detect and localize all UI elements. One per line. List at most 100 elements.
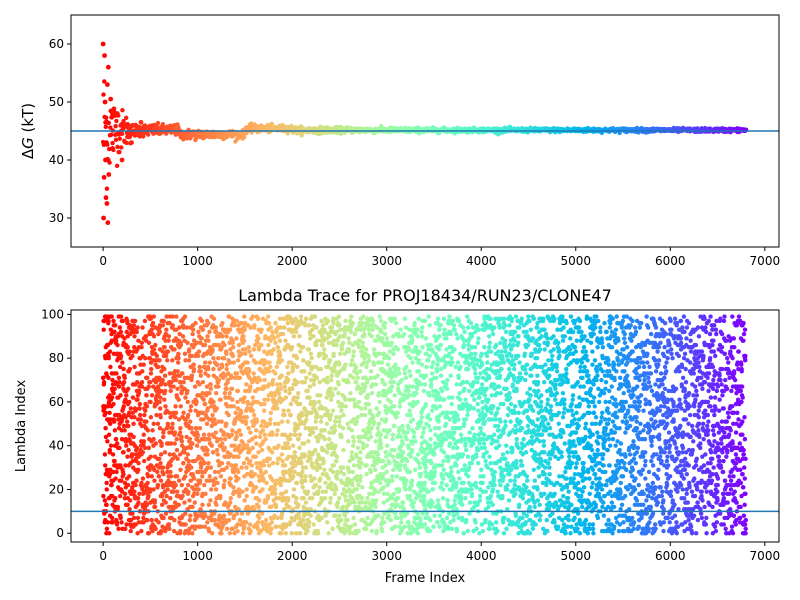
lambda-point: [206, 502, 212, 507]
lambda-point: [290, 366, 296, 372]
lambda-point: [159, 441, 164, 446]
lambda-point: [166, 522, 172, 527]
lambda-point: [210, 347, 215, 352]
lambda-point: [135, 531, 140, 536]
lambda-point: [201, 417, 206, 422]
lambda-point: [368, 375, 374, 381]
lambda-point: [378, 441, 383, 446]
lambda-point: [140, 369, 145, 374]
lambda-point: [332, 491, 338, 497]
lambda-point: [395, 515, 400, 521]
lambda-point: [302, 452, 308, 457]
lambda-point: [352, 500, 357, 505]
lambda-point: [317, 465, 323, 470]
lambda-point: [137, 406, 142, 411]
lambda-point: [243, 347, 248, 352]
lambda-point: [333, 487, 339, 492]
lambda-point: [157, 456, 162, 462]
lambda-point: [127, 349, 132, 354]
lambda-point: [376, 421, 382, 427]
lambda-point: [388, 517, 394, 523]
lambda-point: [222, 342, 227, 348]
lambda-point: [107, 471, 113, 477]
lambda-point: [391, 404, 397, 409]
lambda-point: [374, 498, 379, 503]
lambda-point: [242, 498, 247, 503]
lambda-point: [174, 447, 180, 453]
lambda-point: [303, 316, 309, 321]
lambda-point: [233, 463, 239, 468]
lambda-point: [336, 390, 341, 396]
delta-g-point: [128, 141, 133, 146]
lambda-point: [136, 500, 141, 505]
lambda-point: [191, 366, 197, 372]
lambda-point: [361, 314, 366, 319]
lambda-point: [396, 366, 401, 372]
lambda-point: [176, 502, 182, 507]
lambda-point: [267, 456, 272, 462]
lambda-point: [381, 520, 387, 525]
lambda-point: [203, 491, 208, 497]
lambda-point: [350, 443, 356, 448]
lambda-point: [302, 369, 307, 374]
lambda-point: [322, 436, 327, 442]
lambda-point: [350, 482, 355, 488]
lambda-point: [132, 318, 138, 324]
lambda-point: [148, 371, 154, 376]
lambda-point: [243, 520, 249, 525]
lambda-point: [109, 395, 115, 400]
lambda-point: [330, 408, 336, 413]
lambda-point: [126, 410, 132, 416]
lambda-point: [232, 323, 238, 328]
lambda-point: [235, 388, 241, 394]
lambda-point: [261, 408, 267, 413]
lambda-point: [403, 487, 408, 492]
lambda-point: [103, 463, 108, 468]
lambda-point: [271, 347, 276, 352]
lambda-point: [160, 485, 166, 490]
lambda-point: [255, 386, 261, 391]
lambda-point: [158, 452, 164, 457]
lambda-point: [279, 452, 285, 457]
lambda-point: [125, 345, 131, 350]
lambda-point: [286, 408, 291, 413]
lambda-point: [142, 412, 147, 418]
lambda-point: [200, 327, 205, 332]
lambda-point: [113, 436, 119, 442]
lambda-point: [240, 489, 245, 494]
delta-g-axes-frame: [70, 14, 780, 248]
lambda-point: [385, 491, 390, 497]
lambda-point: [275, 515, 280, 521]
lambda-point: [224, 465, 229, 470]
lambda-point: [152, 478, 157, 483]
lambda-point: [158, 395, 163, 400]
lambda-point: [139, 384, 145, 389]
lambda-point: [154, 353, 160, 359]
lambda-point: [175, 369, 180, 374]
lambda-point: [122, 336, 127, 341]
lambda-point: [381, 485, 386, 490]
lambda-point: [278, 386, 284, 391]
lambda-point: [373, 439, 378, 444]
lambda-point: [177, 325, 182, 330]
lambda-point: [389, 478, 395, 483]
delta-g-point: [104, 186, 110, 191]
delta-g-point: [155, 120, 161, 126]
lambda-point: [235, 522, 240, 527]
lambda-point: [205, 334, 210, 339]
lambda-point: [386, 355, 392, 361]
lambda-point: [157, 323, 163, 328]
lambda-point: [339, 517, 344, 523]
lambda-point: [245, 406, 250, 411]
lambda-point: [193, 524, 199, 529]
lambda-point: [289, 531, 294, 536]
lambda-point: [298, 349, 303, 354]
lambda-point: [189, 373, 195, 378]
lambda-point: [191, 362, 196, 367]
lambda-point: [162, 397, 167, 402]
lambda-point: [348, 390, 353, 396]
lambda-point: [190, 531, 195, 536]
lambda-point: [104, 502, 109, 507]
lambda-point: [157, 375, 162, 381]
lambda-point: [268, 417, 273, 422]
